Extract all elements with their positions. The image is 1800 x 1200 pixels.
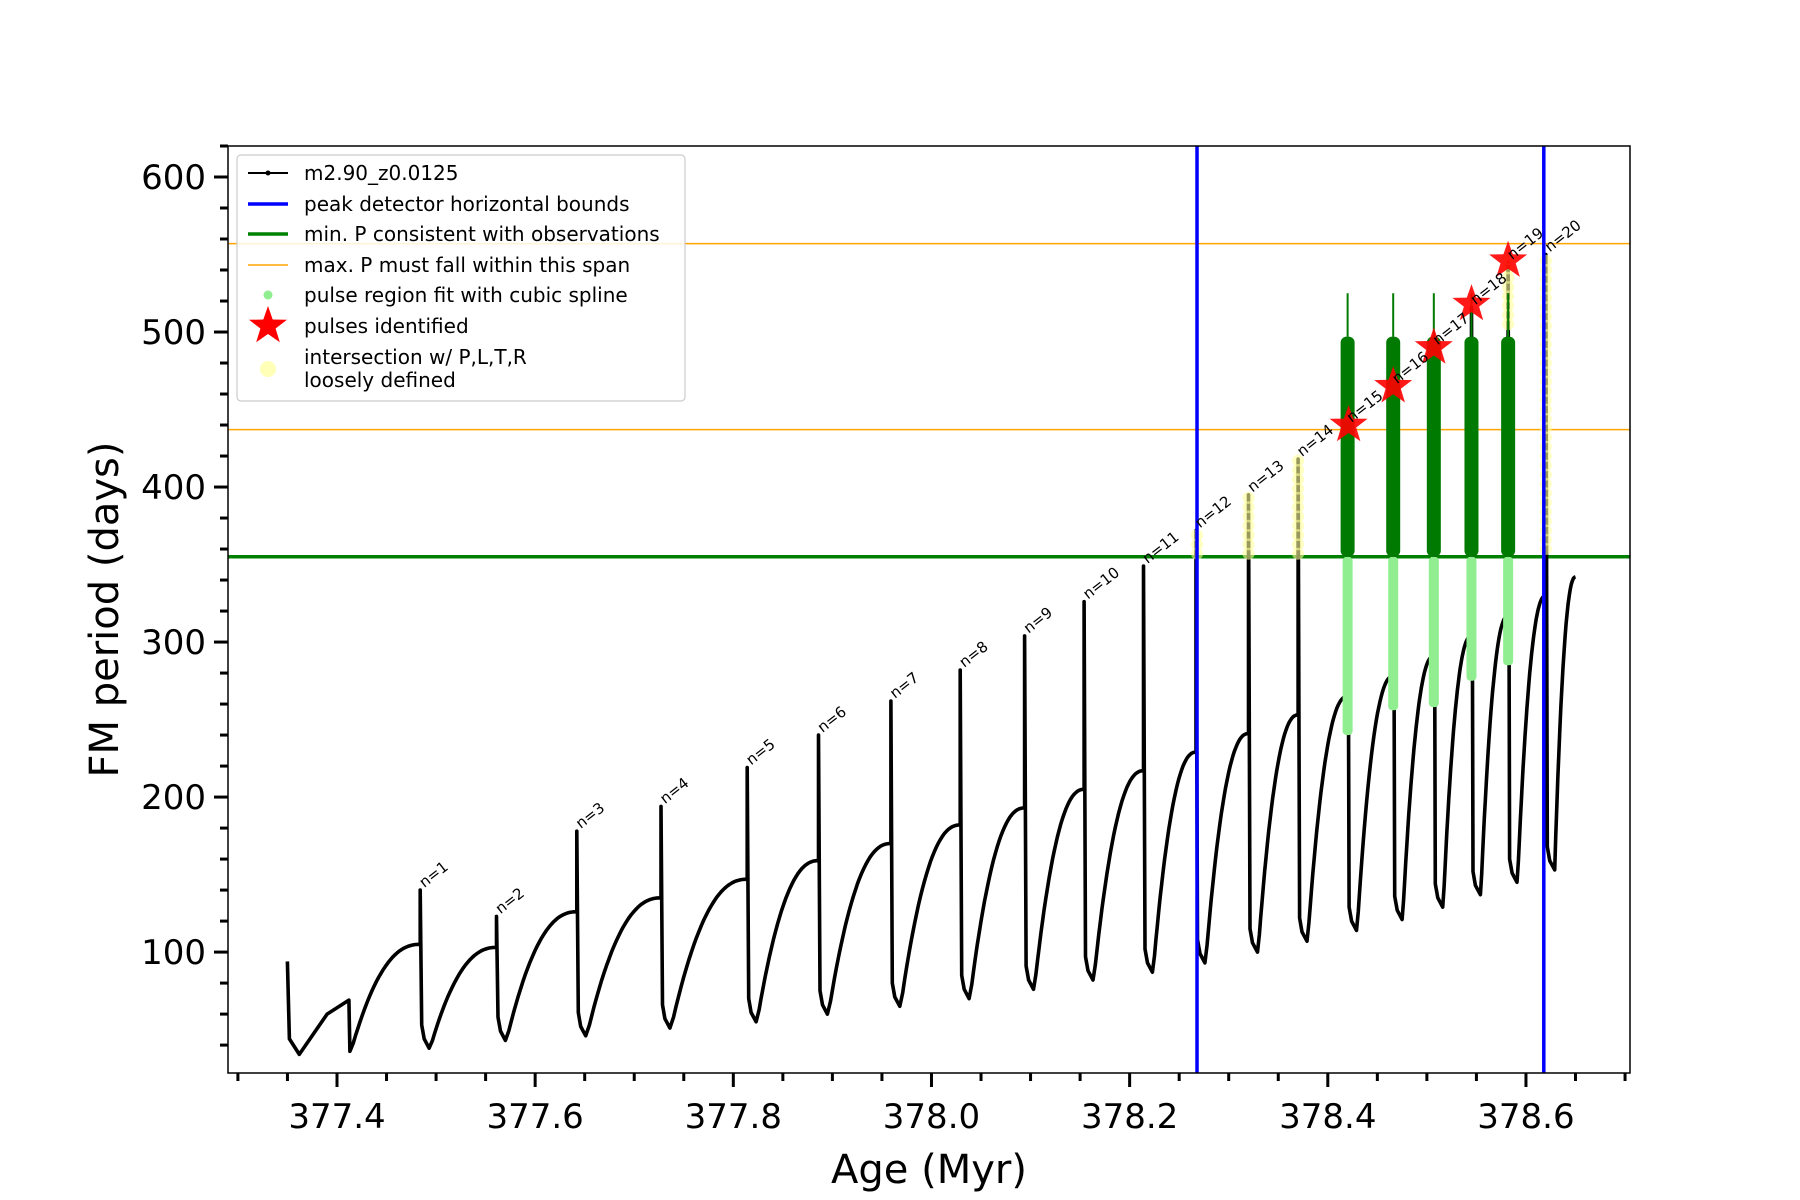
y-tick-label: 200 [141,778,206,818]
x-tick-label: 378.4 [1279,1097,1376,1137]
legend-label: min. P consistent with observations [304,222,660,246]
pulse-star-1 [1329,405,1368,442]
y-tick-label: 300 [141,623,206,663]
y-tick-label: 600 [141,158,206,198]
intersection-marker-2 [1242,491,1255,560]
pulse-region-3 [1426,293,1441,708]
pulse-region-1 [1340,293,1355,736]
intersection-marker-3 [1292,454,1305,560]
legend-swatch [260,361,276,377]
pulse-fit-region [1501,336,1516,557]
legend-dot [265,170,271,176]
x-tick-label: 378.2 [1081,1097,1178,1137]
pulse-region-2 [1386,293,1401,711]
pulse-star-3 [1414,327,1453,364]
period-track-line [285,252,1577,1057]
legend-label: m2.90_z0.0125 [304,161,459,185]
pulse-star-4 [1452,284,1491,321]
legend-swatch [263,290,273,300]
pulse-region-5 [1501,293,1516,666]
legend-item-3: min. P consistent with observations [248,222,660,246]
spline-fit-region [1388,556,1399,711]
legend-item-1: m2.90_z0.0125 [248,161,459,185]
legend-label: peak detector horizontal bounds [304,192,630,216]
pulse-star-2 [1374,366,1413,403]
x-axis-label: Age (Myr) [831,1147,1027,1193]
legend-item-2: peak detector horizontal bounds [248,192,630,216]
x-tick-label: 377.6 [486,1097,583,1137]
legend-item-7: intersection w/ P,L,T,R [260,345,527,377]
spline-fit-region [1428,556,1439,708]
pulse-fit-region [1340,336,1355,557]
legend-label: intersection w/ P,L,T,R [304,345,527,369]
legend-item-8: loosely defined [304,368,456,392]
legend-label: max. P must fall within this span [304,253,630,277]
spline-fit-region [1466,556,1477,681]
x-tick-label: 377.8 [685,1097,782,1137]
pulse-fit-region [1426,336,1441,557]
legend-item-6: pulses identified [249,306,469,343]
x-tick-label: 378.6 [1477,1097,1574,1137]
legend-label: pulses identified [304,314,469,338]
plot-frame [227,145,1631,1074]
spline-fit-region [1342,556,1353,736]
y-tick-label: 500 [141,313,206,353]
legend-label: loosely defined [304,368,456,392]
y-tick-label: 400 [141,468,206,508]
x-tick-label: 378.0 [883,1097,980,1137]
y-tick-label: 100 [141,933,206,973]
legend-label: pulse region fit with cubic spline [304,283,628,307]
legend-item-5: pulse region fit with cubic spline [263,283,628,307]
legend-item-4: max. P must fall within this span [248,253,630,277]
pulse-region-4 [1464,293,1479,681]
pulse-star-5 [1489,240,1528,277]
spline-fit-region [1503,556,1514,666]
legend-swatch [249,306,287,343]
pulse-fit-region [1464,336,1479,557]
legend-box [236,154,686,402]
y-axis-label: FM period (days) [82,442,128,778]
x-tick-label: 377.4 [288,1097,385,1137]
